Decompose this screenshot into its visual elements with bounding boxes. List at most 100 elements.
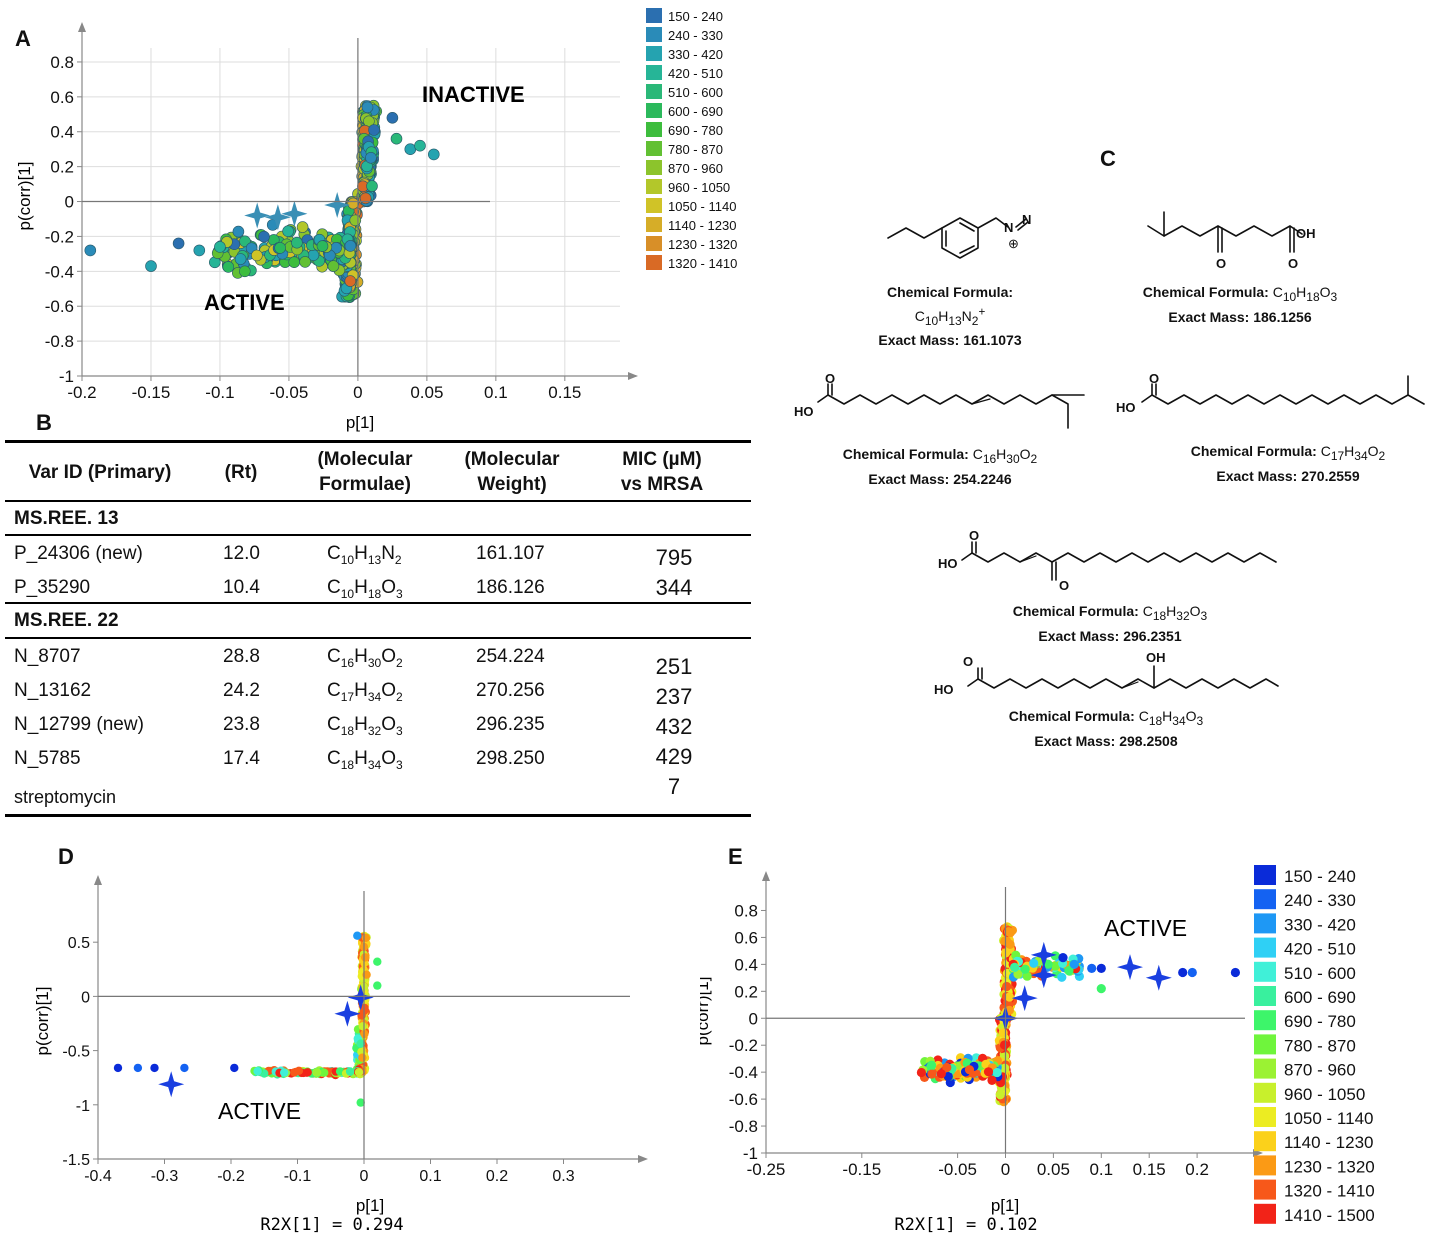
legend-swatch: [646, 255, 662, 270]
legend-swatch: [1254, 1058, 1276, 1079]
data-point: [992, 1067, 1002, 1078]
atom-label: O: [1216, 256, 1226, 271]
legend-swatch: [646, 27, 662, 42]
data-point: [113, 1063, 123, 1073]
scatter-chart-a: -0.2 -0.15 -0.1 -0.05 0 0.05 0.1 0.15 -1 -0.8 -0.6…: [15, 8, 737, 432]
cell-mic: 429: [655, 744, 693, 769]
data-point: [1069, 959, 1079, 969]
annotation-active: ACTIVE: [204, 290, 285, 315]
structure-label: Chemical Formula: C10H13N2+ Exact Mass: 1…: [878, 284, 1022, 349]
data-point: [347, 197, 360, 210]
legend-label: 1140 - 1230: [1284, 1133, 1373, 1152]
panel-label-c: C: [1100, 146, 1116, 171]
structure-label: Chemical Formula: C16H30O2 Exact Mass: 25…: [842, 446, 1038, 487]
structure-1: [887, 217, 1029, 259]
structure-label: Chemical Formula: C18H32O3 Exact Mass: 29…: [1012, 603, 1208, 644]
x-tick-label: 0.1: [484, 383, 508, 402]
cell-rt: 24.2: [223, 680, 260, 701]
cell-id: P_24306 (new): [14, 543, 143, 564]
data-point: [356, 1039, 365, 1048]
structure-label: Chemical Formula: C17H34O2 Exact Mass: 27…: [1190, 443, 1386, 484]
legend-swatch: [646, 198, 662, 213]
cell-mic: 251: [655, 654, 693, 679]
legend-swatch: [1254, 1203, 1276, 1224]
data-point: [927, 1060, 937, 1070]
atom-label: HO: [1116, 400, 1136, 415]
data-point: [942, 1062, 952, 1073]
cell-mw: 296.235: [476, 714, 545, 735]
group-label: MS.REE. 22: [14, 610, 119, 631]
data-point: [1096, 963, 1106, 973]
x-tick-label: 0.05: [1037, 1160, 1070, 1179]
data-point: [1005, 939, 1015, 949]
data-point: [1087, 963, 1097, 973]
col-header-mic: MIC (µM) vs MRSA: [620, 449, 704, 495]
data-point: [1058, 953, 1068, 963]
data-point: [358, 1053, 367, 1062]
data-point: [1230, 967, 1240, 978]
r2x-label: R2X[1] = 0.294: [260, 1215, 403, 1235]
col-header-formula: (Molecular Formulae): [317, 449, 413, 495]
data-point: [349, 214, 362, 227]
atom-label: HO: [934, 682, 954, 697]
x-tick-label: 0.1: [1089, 1160, 1113, 1179]
panel-label-b: B: [36, 410, 52, 435]
y-tick-label: -0.2: [729, 1036, 758, 1055]
atom-label: ⊕: [1008, 236, 1019, 251]
group-label: MS.REE. 13: [14, 508, 119, 529]
data-point: [299, 256, 311, 268]
cell-mic: 344: [655, 575, 693, 600]
data-point: [1064, 966, 1074, 976]
cell-rt: 17.4: [223, 748, 260, 769]
data-point: [193, 244, 206, 257]
data-point: [288, 256, 301, 269]
cell-id: N_5785: [14, 748, 81, 769]
data-point: [344, 240, 357, 252]
legend-label: 150 - 240: [668, 9, 723, 24]
panel-label-e: E: [728, 844, 743, 869]
legend-label: 690 - 780: [1284, 1012, 1356, 1031]
highlight-star: [1011, 985, 1038, 1012]
x-tick-label: 0.05: [410, 383, 443, 402]
structure-4: [1141, 375, 1425, 405]
legend-swatch: [646, 160, 662, 175]
data-point: [943, 1071, 953, 1082]
cell-mw: 186.126: [476, 577, 545, 598]
legend-swatch: [1254, 1082, 1276, 1103]
legend-swatch: [1254, 1107, 1276, 1127]
data-point: [916, 1067, 926, 1078]
data-point: [344, 275, 357, 287]
data-point: [1187, 967, 1197, 978]
legend-label: 1140 - 1230: [668, 218, 736, 233]
y-tick-label: -0.8: [45, 332, 74, 351]
cell-formula: C17H34O2: [327, 680, 403, 704]
structure-label: Chemical Formula: C10H18O3 Exact Mass: 18…: [1142, 284, 1338, 325]
data-point: [312, 1068, 322, 1077]
legend-swatch: [646, 84, 662, 99]
atom-label: O: [1288, 256, 1298, 271]
data-point: [1000, 1063, 1010, 1073]
legend-label: 420 - 510: [668, 66, 723, 81]
data-point: [390, 132, 403, 145]
y-tick-label: -0.8: [729, 1117, 758, 1136]
data-point: [995, 1090, 1005, 1100]
data-point: [1043, 959, 1053, 969]
y-tick-label: 0.2: [50, 158, 74, 177]
cell-rt: 23.8: [223, 714, 260, 735]
y-axis-label: p(corr)[1]: [33, 987, 52, 1056]
data-point: [234, 253, 247, 265]
data-point: [373, 981, 382, 990]
x-tick-label: 0.15: [1133, 1160, 1166, 1179]
cell-mw: 298.250: [476, 748, 545, 769]
cell-mw: 254.224: [476, 646, 545, 667]
legend-swatch: [646, 46, 662, 61]
y-tick-label: -1.5: [62, 1152, 90, 1169]
legend-label: 600 - 690: [1284, 988, 1356, 1007]
chart-a-legend: 150 - 240 240 - 330 330 - 420 420 - 510 510 …: [646, 8, 737, 271]
data-point: [1029, 958, 1039, 968]
x-tick-label: -0.2: [67, 383, 96, 402]
legend-label: 150 - 240: [1284, 867, 1356, 886]
x-tick-label: -0.3: [151, 1168, 179, 1185]
legend-swatch: [1254, 865, 1276, 885]
cell-id: N_12799 (new): [14, 714, 144, 735]
